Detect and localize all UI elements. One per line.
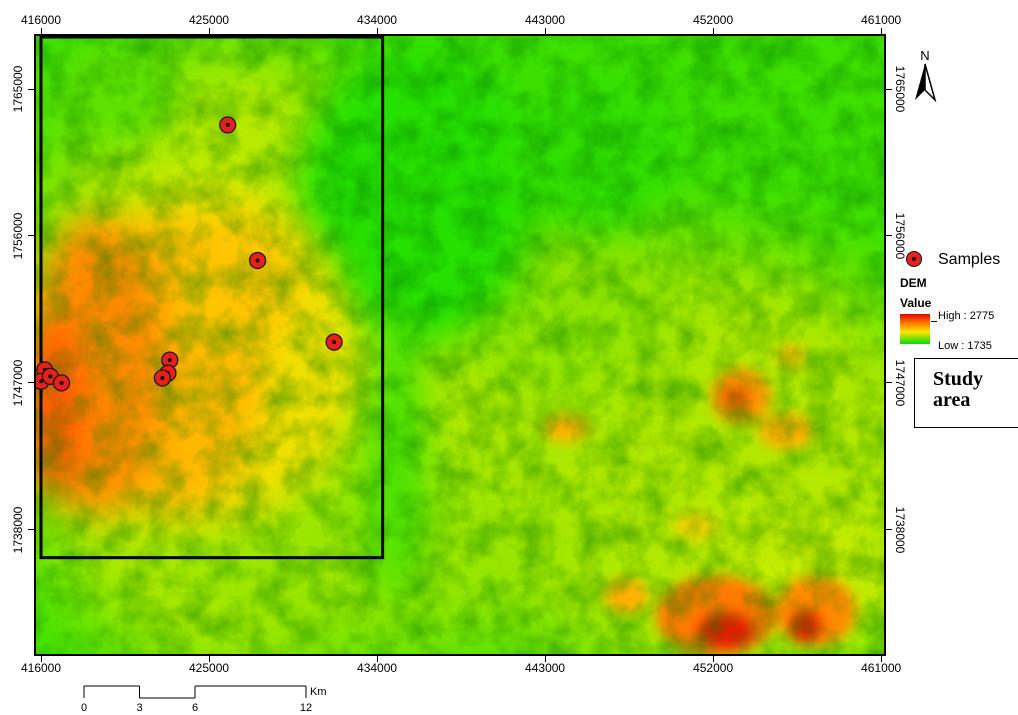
y-tick-mark-right bbox=[886, 235, 892, 237]
y-tick-mark-left bbox=[28, 529, 34, 531]
y-tick-label-right: 1738000 bbox=[893, 506, 907, 554]
legend-high-label: High : 2775 bbox=[938, 310, 995, 322]
x-tick-label-top: 461000 bbox=[861, 13, 902, 27]
terrain-texture bbox=[36, 36, 884, 654]
scale-bar: 0 3 6 12 Km bbox=[81, 685, 327, 712]
legend-low-label: Low : 1735 bbox=[938, 340, 992, 352]
scale-bar-label: 0 bbox=[81, 702, 87, 712]
x-tick-label-top: 443000 bbox=[525, 13, 566, 27]
y-tick-mark-left bbox=[28, 382, 34, 384]
legend-dem-title: DEM bbox=[900, 276, 927, 290]
sample-point-icon bbox=[219, 116, 237, 134]
north-arrow-label: N bbox=[920, 48, 929, 63]
y-tick-mark-left bbox=[28, 88, 34, 90]
sample-points bbox=[36, 116, 343, 392]
x-tick-mark-top bbox=[40, 28, 42, 34]
x-tick-label-top: 425000 bbox=[188, 13, 230, 27]
y-tick-label-right: 1747000 bbox=[893, 359, 907, 407]
legend-samples-label: Samples bbox=[938, 251, 1001, 268]
y-tick-label-left: 1765000 bbox=[11, 65, 25, 113]
y-tick-label-left: 1738000 bbox=[11, 506, 25, 554]
y-tick-label-right: 1756000 bbox=[893, 212, 907, 260]
study-area-rectangle bbox=[39, 36, 385, 560]
x-tick-label-top: 416000 bbox=[20, 13, 62, 27]
x-tick-mark-top bbox=[712, 28, 714, 34]
y-tick-mark-left bbox=[28, 235, 34, 237]
north-arrow-icon: N bbox=[915, 48, 937, 103]
scale-bar-label: 3 bbox=[136, 702, 142, 712]
scale-bar-label: 12 bbox=[300, 702, 312, 712]
scale-bar-unit: Km bbox=[310, 686, 327, 698]
x-tick-mark-top bbox=[376, 28, 378, 34]
dem-raster bbox=[36, 36, 884, 654]
y-tick-mark-right bbox=[886, 382, 892, 384]
x-tick-mark-bottom bbox=[40, 656, 42, 662]
y-tick-mark-right bbox=[886, 88, 892, 90]
sample-point-icon bbox=[906, 251, 922, 267]
scale-bar-label: 6 bbox=[192, 702, 198, 712]
sample-point-icon bbox=[153, 369, 171, 387]
y-tick-label-left: 1756000 bbox=[11, 212, 25, 260]
x-tick-mark-top bbox=[544, 28, 546, 34]
sample-point-icon bbox=[325, 333, 343, 351]
x-tick-label-bottom: 443000 bbox=[525, 661, 566, 675]
x-tick-label-bottom: 425000 bbox=[188, 661, 230, 675]
y-tick-label-left: 1747000 bbox=[11, 359, 25, 407]
x-tick-mark-top bbox=[208, 28, 210, 34]
map-frame bbox=[34, 34, 886, 656]
legend-color-ramp bbox=[900, 314, 930, 344]
x-tick-label-top: 434000 bbox=[357, 13, 398, 27]
x-tick-mark-bottom bbox=[880, 656, 882, 662]
sample-point-icon bbox=[52, 374, 71, 392]
y-tick-label-right: 1765000 bbox=[893, 65, 907, 113]
x-tick-mark-bottom bbox=[208, 656, 210, 662]
study-area-box: Study area bbox=[914, 358, 1018, 428]
study-area-label: Study area bbox=[933, 368, 984, 411]
x-tick-mark-bottom bbox=[544, 656, 546, 662]
x-tick-label-bottom: 434000 bbox=[357, 661, 398, 675]
y-tick-mark-right bbox=[886, 529, 892, 531]
x-tick-mark-bottom bbox=[376, 656, 378, 662]
x-tick-label-bottom: 452000 bbox=[693, 661, 734, 675]
legend-value-title: Value bbox=[900, 296, 932, 310]
x-tick-label-top: 452000 bbox=[693, 13, 734, 27]
x-tick-mark-top bbox=[880, 28, 882, 34]
x-tick-mark-bottom bbox=[712, 656, 714, 662]
legend-ramp-tick bbox=[931, 321, 937, 322]
x-tick-label-bottom: 416000 bbox=[20, 661, 62, 675]
sample-point-icon bbox=[248, 251, 267, 270]
x-tick-label-bottom: 461000 bbox=[861, 661, 902, 675]
